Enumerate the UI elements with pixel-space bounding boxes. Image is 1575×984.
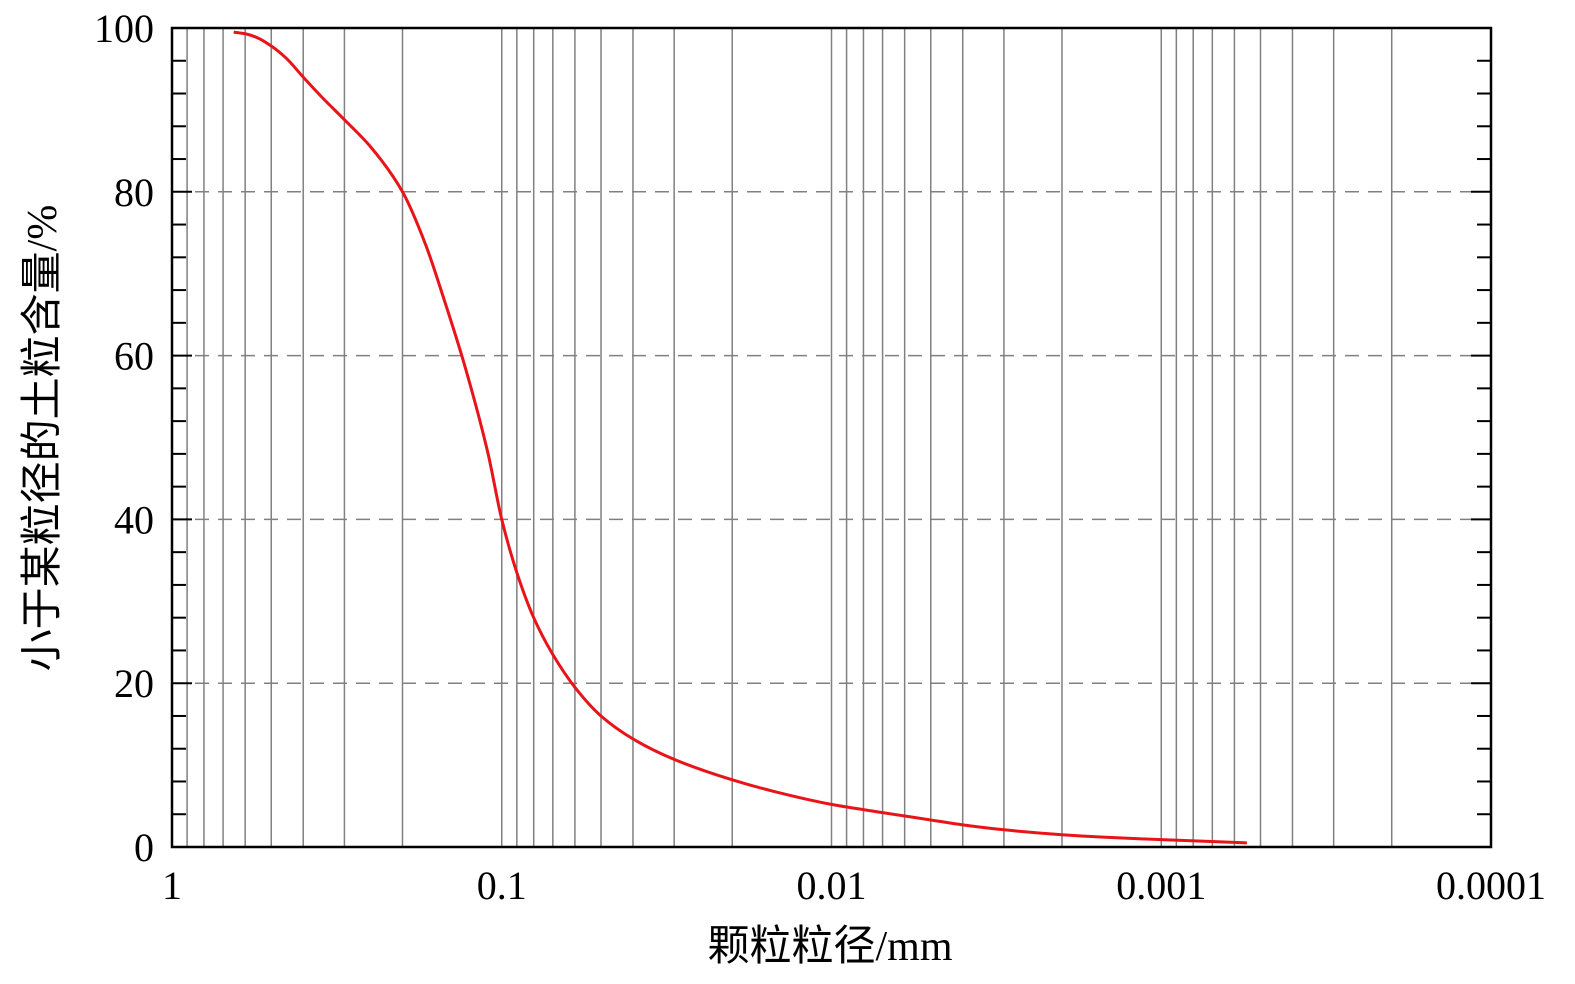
x-tick-labels: 1 0.1 0.01 0.001 0.0001 [162, 863, 1546, 908]
grading-curve [233, 30, 1247, 845]
x-tick-label: 0.001 [1116, 863, 1206, 908]
x-tick-label: 0.1 [477, 863, 527, 908]
x-axis-title: 颗粒粒径/mm [707, 924, 952, 970]
x-tick-label: 1 [162, 863, 182, 908]
vertical-gridlines [171, 28, 1492, 847]
y-tick-label: 0 [134, 825, 154, 870]
y-tick-labels: 0 20 40 60 80 100 [94, 6, 154, 870]
plot-frame [170, 26, 1493, 849]
horizontal-gridlines [172, 191, 1491, 684]
y-tick-label: 100 [94, 6, 154, 51]
y-tick-label: 60 [114, 334, 154, 379]
x-tick-label: 0.01 [797, 863, 867, 908]
x-tick-label: 0.0001 [1436, 863, 1546, 908]
y-tick-label: 20 [114, 661, 154, 706]
y-tick-label: 40 [114, 497, 154, 542]
y-axis-title: 小于某粒径的土粒含量/% [20, 205, 66, 672]
y-tick-label: 80 [114, 170, 154, 215]
